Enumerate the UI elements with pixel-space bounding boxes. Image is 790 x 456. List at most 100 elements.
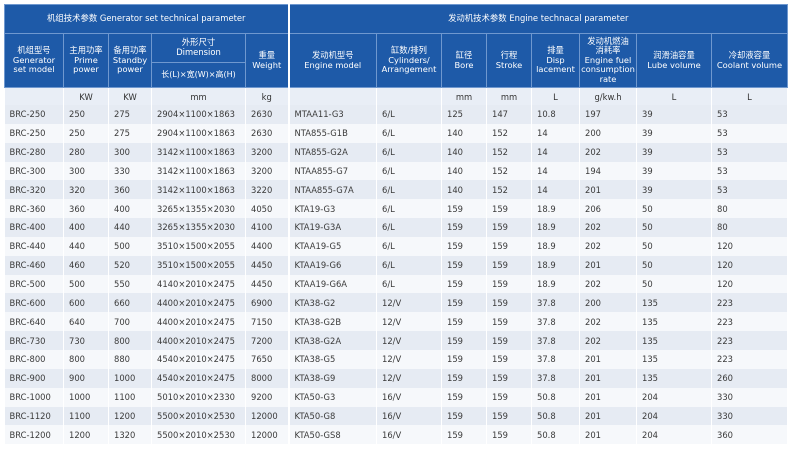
col-header-weight: 重量 Weight (245, 33, 289, 88)
table-cell: NTA855-G1B (287, 123, 377, 143)
table-cell: 50.8 (531, 387, 580, 407)
table-cell: 159 (486, 293, 532, 313)
table-cell: 14 (531, 180, 580, 200)
table-cell: MTAA11-G3 (287, 105, 377, 124)
table-cell: 360 (63, 199, 109, 219)
table-cell: KTA50-G8 (287, 406, 377, 426)
table-cell: 250 (63, 105, 109, 124)
unit-cell: L (636, 87, 712, 105)
table-row: BRC-250 250 275 2904×1100×1863 2630 NTA855-G1… (4, 123, 789, 143)
table-cell: 140 (441, 123, 487, 143)
table-cell: 152 (486, 180, 532, 200)
table-row: BRC-1200 1200 1320 5500×2010×2530 12000 KTA50… (4, 425, 789, 445)
col-header-prime-power: 主用功率 Prime power (63, 33, 109, 88)
table-cell: KTAA19-G5 (287, 236, 377, 256)
table-cell: BRC-250 (4, 123, 64, 143)
table-cell: 6/L (376, 180, 442, 200)
table-cell: 159 (441, 255, 487, 275)
table-cell: 12/V (376, 349, 442, 369)
table-cell: 201 (579, 425, 637, 445)
column-header-row: 机组型号 Generator set model 主用功率 Prime power 备用… (4, 33, 789, 88)
table-cell: 159 (486, 218, 532, 237)
table-cell: 16/V (376, 406, 442, 426)
table-cell: 360 (711, 425, 789, 445)
table-cell: 204 (636, 387, 712, 407)
table-cell: 159 (441, 425, 487, 445)
table-cell: 50 (636, 199, 712, 219)
table-cell: 147 (486, 105, 532, 124)
table-cell: 159 (441, 236, 487, 256)
table-cell: 223 (711, 293, 789, 313)
table-cell: 2630 (245, 123, 289, 143)
table-cell: 3142×1100×1863 (151, 142, 246, 162)
table-cell: 500 (63, 274, 109, 294)
table-cell: 14 (531, 123, 580, 143)
table-cell: 201 (579, 349, 637, 369)
table-cell: 7650 (245, 349, 289, 369)
table-cell: KTA19-G3A (287, 218, 377, 237)
table-cell: 2904×1100×1863 (151, 105, 246, 124)
unit-cell: g/kw.h (579, 87, 637, 105)
table-cell: 320 (63, 180, 109, 200)
table-cell: 9200 (245, 387, 289, 407)
table-cell: 140 (441, 142, 487, 162)
table-cell: 700 (108, 312, 152, 332)
table-cell: 200 (579, 123, 637, 143)
table-cell: 50 (636, 218, 712, 237)
table-cell: 202 (579, 218, 637, 237)
table-cell: 4450 (245, 274, 289, 294)
table-cell: 159 (441, 368, 487, 388)
col-header-model: 机组型号 Generator set model (4, 33, 64, 88)
table-cell: 53 (711, 123, 789, 143)
table-cell: 1000 (63, 387, 109, 407)
unit-cell: mm (486, 87, 532, 105)
table-cell: 18.9 (531, 218, 580, 237)
table-cell: 6/L (376, 105, 442, 124)
table-cell: 8000 (245, 368, 289, 388)
table-cell: 204 (636, 406, 712, 426)
table-cell: 18.9 (531, 236, 580, 256)
col-header-bore: 缸径 Bore (441, 33, 487, 88)
table-cell: 37.8 (531, 368, 580, 388)
table-cell: KTA38-G2B (287, 312, 377, 332)
table-cell: 159 (486, 425, 532, 445)
table-cell: 50 (636, 236, 712, 256)
unit-cell (4, 87, 64, 105)
table-cell: 5500×2010×2530 (151, 425, 246, 445)
unit-cell (376, 87, 442, 105)
table-cell: 50.8 (531, 425, 580, 445)
col-header-displacement: 排量 Disp lacement (531, 33, 580, 88)
table-cell: 4540×2010×2475 (151, 368, 246, 388)
unit-cell: L (531, 87, 580, 105)
table-cell: 1100 (63, 406, 109, 426)
table-row: BRC-400 400 440 3265×1355×2030 4100 KTA19-G3A… (4, 218, 789, 237)
table-cell: BRC-640 (4, 312, 64, 332)
table-cell: 140 (441, 180, 487, 200)
table-cell: 400 (63, 218, 109, 237)
table-cell: 39 (636, 142, 712, 162)
table-cell: 300 (108, 142, 152, 162)
table-cell: NTAA855-G7A (287, 180, 377, 200)
table-cell: 223 (711, 349, 789, 369)
table-cell: BRC-300 (4, 161, 64, 181)
unit-cell: KW (108, 87, 152, 105)
table-cell: 4400 (245, 236, 289, 256)
table-cell: 16/V (376, 425, 442, 445)
table-cell: 37.8 (531, 331, 580, 350)
table-cell: 200 (579, 293, 637, 313)
table-cell: BRC-800 (4, 349, 64, 369)
table-cell: BRC-1120 (4, 406, 64, 426)
table-cell: 201 (579, 255, 637, 275)
table-cell: KTA38-G5 (287, 349, 377, 369)
table-cell: 12/V (376, 368, 442, 388)
table-cell: 250 (63, 123, 109, 143)
table-cell: 6/L (376, 142, 442, 162)
table-cell: BRC-1000 (4, 387, 64, 407)
table-cell: 4400×2010×2475 (151, 293, 246, 313)
table-cell: 330 (711, 387, 789, 407)
table-row: BRC-730 730 800 4400×2010×2475 7200 KTA38-G2A… (4, 331, 789, 350)
table-cell: 120 (711, 236, 789, 256)
table-cell: 201 (579, 180, 637, 200)
table-cell: 440 (63, 236, 109, 256)
